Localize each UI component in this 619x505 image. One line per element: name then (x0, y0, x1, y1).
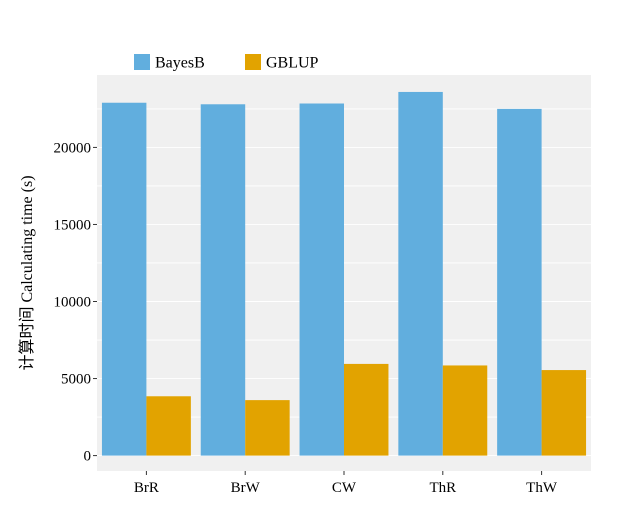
bar-gblup-brw (245, 400, 290, 456)
bar-bayesb-brw (200, 104, 246, 456)
y-axis-title: 计算时间 Calculating time (s) (17, 175, 36, 370)
bar-gblup-thw (541, 370, 587, 456)
legend-swatch-gblup (245, 54, 261, 70)
bar-bayesb-brr (101, 102, 147, 456)
y-axis: 0 5000 10000 15000 20000 (54, 140, 97, 465)
x-tick-label: ThR (429, 480, 456, 496)
bar-bayesb-cw (299, 103, 344, 456)
bar-gblup-thr (442, 365, 488, 456)
y-tick-label: 10000 (54, 295, 92, 311)
x-tick-label: BrR (134, 480, 159, 496)
y-tick-label: 0 (84, 449, 92, 465)
x-tick-label: CW (332, 480, 357, 496)
y-tick-label: 15000 (54, 217, 92, 233)
legend-label-gblup: GBLUP (266, 55, 319, 72)
legend-swatch-bayesb (134, 54, 150, 70)
bar-gblup-brr (146, 396, 191, 456)
x-axis: BrR BrW CW ThR ThW (134, 471, 558, 496)
bars (101, 91, 587, 456)
bar-bayesb-thr (398, 91, 443, 456)
legend-label-bayesb: BayesB (155, 55, 205, 72)
legend: BayesB GBLUP (134, 54, 319, 72)
y-tick-label: 5000 (61, 372, 91, 388)
bar-bayesb-thw (497, 108, 542, 456)
bar-gblup-cw (344, 363, 389, 456)
x-tick-label: ThW (526, 480, 558, 496)
y-tick-label: 20000 (54, 140, 92, 156)
x-tick-label: BrW (231, 480, 261, 496)
